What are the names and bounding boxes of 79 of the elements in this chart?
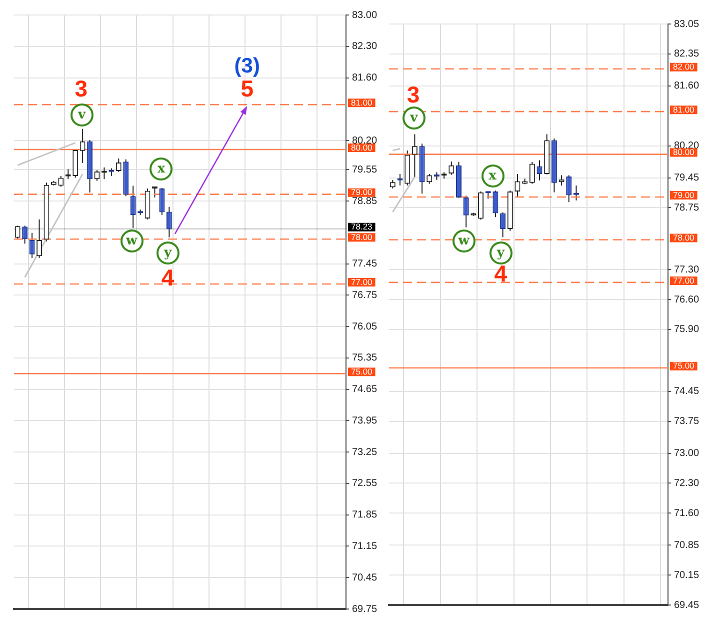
ref-line-label: 77.00 (673, 275, 695, 286)
candlestick (36, 218, 42, 258)
ref-line-label: 75.00 (351, 366, 373, 376)
candlestick (22, 225, 28, 244)
candlestick (58, 175, 64, 188)
y-tick-label: 70.45 (352, 572, 378, 584)
candlestick (448, 161, 454, 176)
ref-line-label: 81.00 (351, 98, 373, 108)
y-tick-label: 70.85 (674, 540, 700, 551)
ref-line-label: 78.00 (673, 232, 695, 243)
y-tick-label: 79.45 (674, 172, 700, 184)
y-tick-label: 72.30 (674, 478, 700, 489)
annotation: y (496, 245, 504, 260)
candlestick (536, 160, 542, 181)
candlestick (72, 148, 78, 178)
annotation: v (402, 106, 426, 130)
y-tick-label: 73.25 (352, 446, 378, 458)
y-tick-label: 83.00 (352, 10, 378, 21)
y-tick-label: 79.55 (352, 164, 378, 176)
y-tick-label: 72.55 (352, 478, 378, 490)
y-tick-label: 82.30 (352, 41, 378, 52)
ref-line-label: 82.00 (673, 62, 695, 72)
candlestick (463, 195, 469, 228)
ref-line-label: 79.00 (673, 190, 695, 200)
annotation: w (452, 230, 476, 253)
candlestick (166, 206, 172, 238)
annotation: 3 (406, 82, 420, 108)
y-tick-label: 76.05 (352, 321, 378, 332)
y-tick-label: 81.60 (674, 80, 700, 92)
annotation: (3) (234, 54, 260, 78)
candlestick (529, 161, 535, 184)
y-tick-label: 73.75 (674, 416, 700, 428)
ref-line-label: 79.00 (351, 187, 373, 198)
annotation: 4 (494, 260, 507, 286)
y-tick-label: 73.95 (352, 415, 378, 426)
candlestick (152, 186, 158, 198)
candlestick (29, 232, 35, 258)
candlestick (412, 134, 418, 178)
ref-line-label: 81.00 (673, 104, 695, 114)
annotation: 5 (240, 75, 254, 102)
annotation: x (150, 157, 173, 180)
y-tick-label: 75.90 (674, 324, 700, 336)
y-tick-label: 71.60 (674, 508, 700, 519)
candlestick (566, 174, 572, 203)
y-tick-label: 81.60 (352, 72, 378, 84)
y-tick-label: 71.15 (352, 540, 378, 552)
annotation: w (120, 229, 144, 252)
ref-line-label: 75.00 (673, 360, 695, 371)
y-tick-label: 78.85 (352, 196, 378, 207)
annotation: x (481, 164, 504, 188)
candlestick (492, 190, 498, 218)
y-tick-label: 73.00 (674, 448, 700, 460)
y-tick-label: 82.35 (674, 48, 700, 60)
y-tick-label: 77.30 (674, 264, 700, 276)
candlestick (514, 173, 520, 198)
annotation: y (156, 242, 180, 265)
candlestick (500, 212, 506, 238)
candlestick (80, 128, 86, 164)
y-tick-label: 74.45 (674, 386, 700, 398)
y-tick-label: 69.75 (352, 604, 378, 615)
y-tick-label: 78.75 (674, 202, 700, 214)
y-tick-label: 74.65 (352, 384, 378, 396)
annotation: v (70, 104, 94, 127)
y-tick-label: 76.60 (674, 294, 700, 306)
ref-line-label: 78.23 (351, 222, 373, 232)
ref-line-label: 78.00 (351, 232, 373, 242)
y-tick-label: 70.15 (674, 570, 700, 581)
y-tick-label: 75.35 (352, 352, 378, 364)
candlestick (14, 225, 20, 240)
annotation: 3 (74, 75, 88, 102)
y-tick-label: 71.85 (352, 510, 378, 521)
y-tick-label: 77.45 (352, 258, 378, 270)
y-tick-label: 76.75 (352, 290, 378, 301)
ref-line-label: 77.00 (351, 276, 373, 287)
candlestick (130, 185, 136, 228)
y-tick-label: 83.05 (674, 18, 700, 30)
ref-line-label: 80.00 (351, 142, 373, 152)
y-tick-label: 69.45 (674, 600, 700, 611)
candlestick (426, 173, 432, 184)
